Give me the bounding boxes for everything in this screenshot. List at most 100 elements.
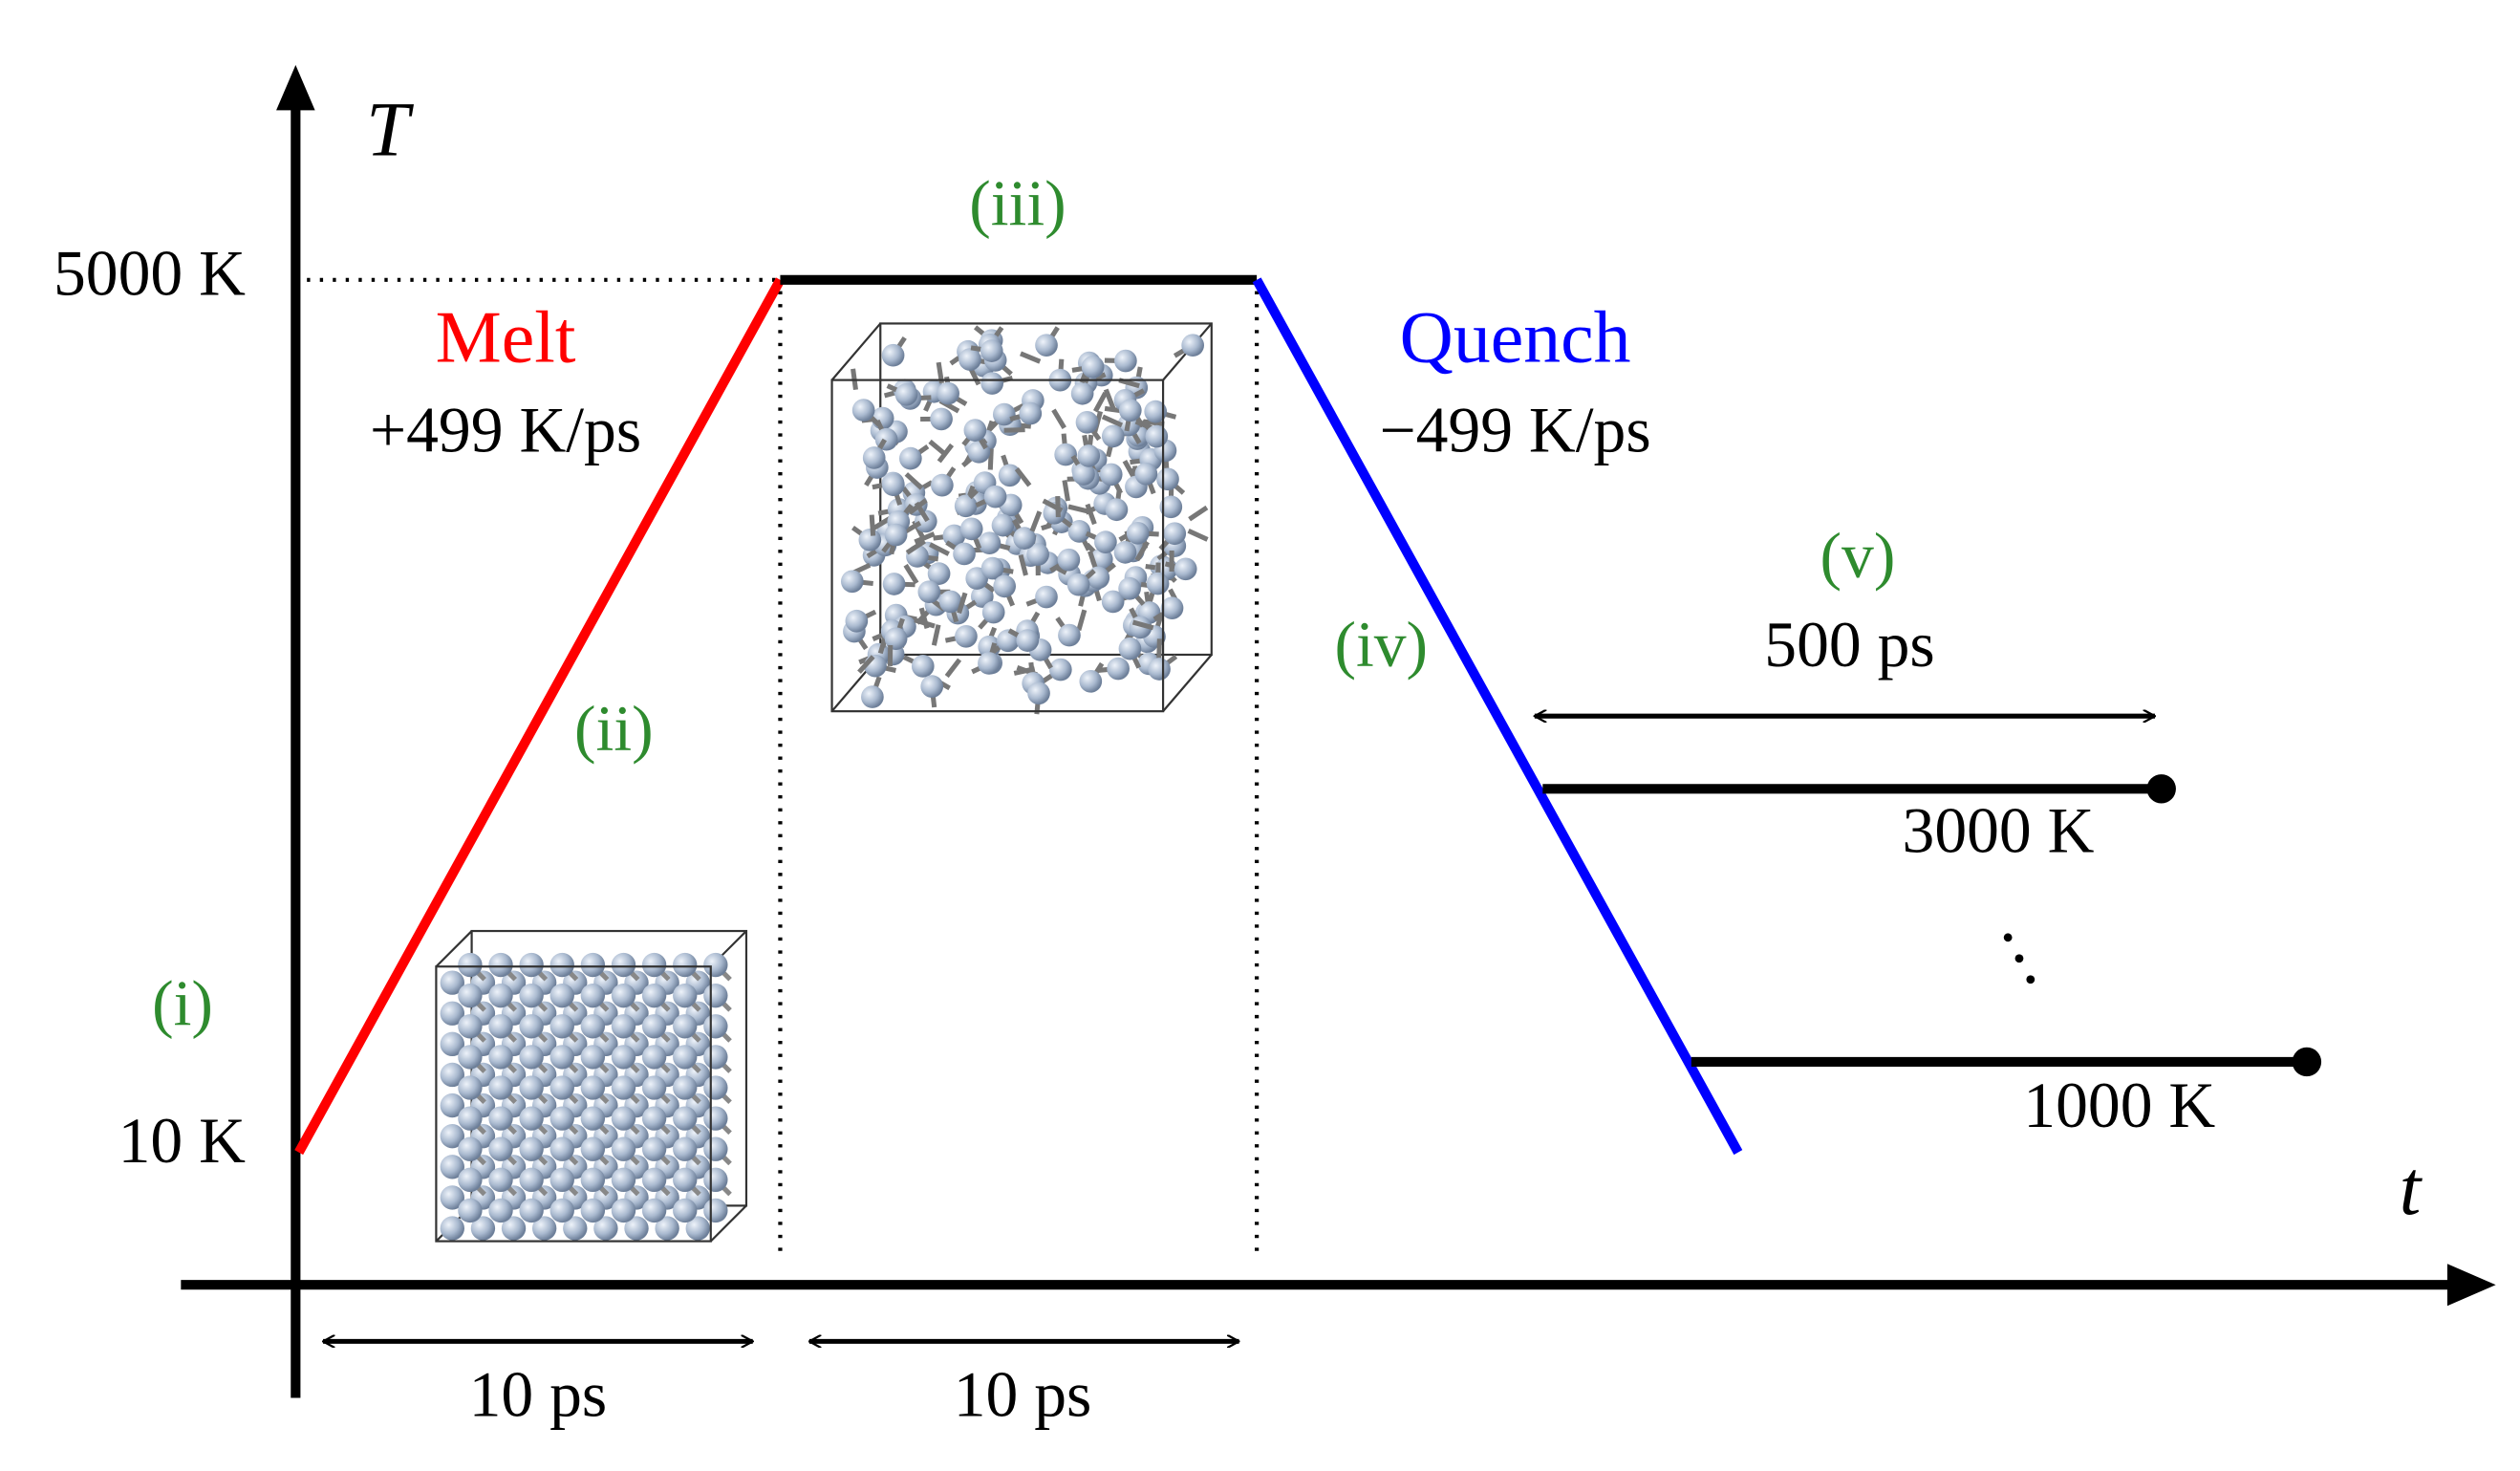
atom bbox=[1035, 585, 1058, 609]
atom bbox=[488, 1045, 513, 1070]
atom bbox=[440, 1216, 464, 1241]
atom bbox=[549, 983, 574, 1008]
y-axis-label: T bbox=[366, 87, 414, 173]
atom bbox=[958, 348, 981, 371]
bond bbox=[1014, 467, 1032, 487]
atom bbox=[440, 1185, 464, 1210]
atom bbox=[488, 1106, 513, 1131]
bond bbox=[1156, 638, 1162, 660]
x-arrow bbox=[2446, 1264, 2496, 1307]
atom bbox=[611, 1106, 636, 1131]
box-edge bbox=[435, 930, 473, 968]
atom bbox=[703, 1136, 728, 1161]
atom bbox=[611, 1014, 636, 1039]
atom bbox=[930, 407, 953, 431]
atom bbox=[611, 952, 636, 978]
atom bbox=[927, 562, 951, 585]
atom bbox=[488, 1075, 513, 1100]
atom bbox=[580, 1167, 606, 1193]
atom bbox=[470, 1216, 496, 1241]
atom bbox=[488, 1167, 513, 1193]
atom bbox=[488, 1014, 513, 1039]
atom bbox=[519, 1136, 544, 1161]
atom bbox=[673, 1167, 698, 1193]
atom bbox=[1054, 443, 1077, 466]
atom bbox=[1094, 530, 1117, 553]
step-label: (iii) bbox=[969, 168, 1066, 240]
atom bbox=[1072, 463, 1095, 486]
atom bbox=[1087, 566, 1110, 590]
atom bbox=[519, 1198, 544, 1223]
atom bbox=[1148, 658, 1171, 681]
atom bbox=[1013, 527, 1036, 550]
atom bbox=[1118, 399, 1142, 422]
atom bbox=[519, 983, 544, 1008]
bond bbox=[944, 658, 962, 679]
liquid-structure bbox=[830, 322, 1213, 715]
atom bbox=[899, 446, 922, 470]
atom bbox=[580, 1106, 606, 1131]
x-axis-label: t bbox=[2400, 1145, 2423, 1231]
atom bbox=[703, 1045, 728, 1070]
atom bbox=[937, 381, 959, 405]
bond bbox=[1067, 504, 1089, 514]
bond bbox=[904, 472, 924, 490]
atom bbox=[858, 529, 882, 552]
atom bbox=[917, 580, 941, 604]
atom bbox=[980, 556, 1004, 580]
atom bbox=[458, 983, 483, 1008]
temp-label: 1000 K bbox=[2023, 1070, 2215, 1141]
atom bbox=[458, 1014, 483, 1039]
atom bbox=[920, 675, 944, 698]
bond bbox=[1018, 554, 1028, 576]
atom bbox=[1016, 629, 1040, 652]
atom bbox=[1144, 400, 1168, 423]
atom bbox=[840, 570, 864, 594]
y-arrow bbox=[276, 64, 315, 111]
step-label: (ii) bbox=[574, 693, 654, 765]
bond bbox=[1131, 619, 1154, 631]
atom bbox=[655, 1216, 679, 1241]
atom bbox=[440, 1001, 464, 1026]
atom bbox=[501, 1216, 527, 1241]
atom bbox=[673, 1075, 698, 1100]
quench-ramp bbox=[1252, 277, 1743, 1156]
atom bbox=[884, 523, 908, 547]
atom bbox=[1026, 543, 1049, 566]
atom bbox=[519, 952, 544, 978]
atom bbox=[641, 1198, 667, 1223]
atom bbox=[1114, 349, 1137, 373]
crystal-structure bbox=[435, 929, 748, 1243]
bond bbox=[1042, 498, 1064, 513]
step-label: (iv) bbox=[1334, 609, 1428, 681]
step-label: (i) bbox=[152, 967, 213, 1039]
atom bbox=[580, 1136, 606, 1161]
atom bbox=[549, 1045, 574, 1070]
bond bbox=[1187, 529, 1209, 542]
atom bbox=[580, 952, 606, 978]
atom bbox=[488, 1136, 513, 1161]
bond bbox=[1019, 351, 1042, 364]
atom bbox=[531, 1216, 557, 1241]
atom bbox=[673, 1014, 698, 1039]
atom bbox=[624, 1216, 649, 1241]
atom bbox=[580, 1198, 606, 1223]
atom bbox=[549, 1167, 574, 1193]
atom bbox=[580, 1075, 606, 1100]
box-edge bbox=[1162, 654, 1213, 712]
atom bbox=[1145, 424, 1169, 448]
bond bbox=[937, 443, 955, 464]
atom bbox=[845, 609, 869, 633]
atom bbox=[862, 446, 886, 469]
atom bbox=[993, 574, 1017, 598]
atom bbox=[938, 590, 962, 614]
atom bbox=[955, 624, 978, 648]
atom bbox=[440, 1062, 464, 1088]
atom bbox=[519, 1075, 544, 1100]
atom bbox=[641, 1106, 667, 1131]
atom bbox=[519, 1167, 544, 1193]
atom bbox=[1174, 557, 1197, 581]
atom bbox=[673, 952, 698, 978]
atom bbox=[1146, 572, 1170, 595]
